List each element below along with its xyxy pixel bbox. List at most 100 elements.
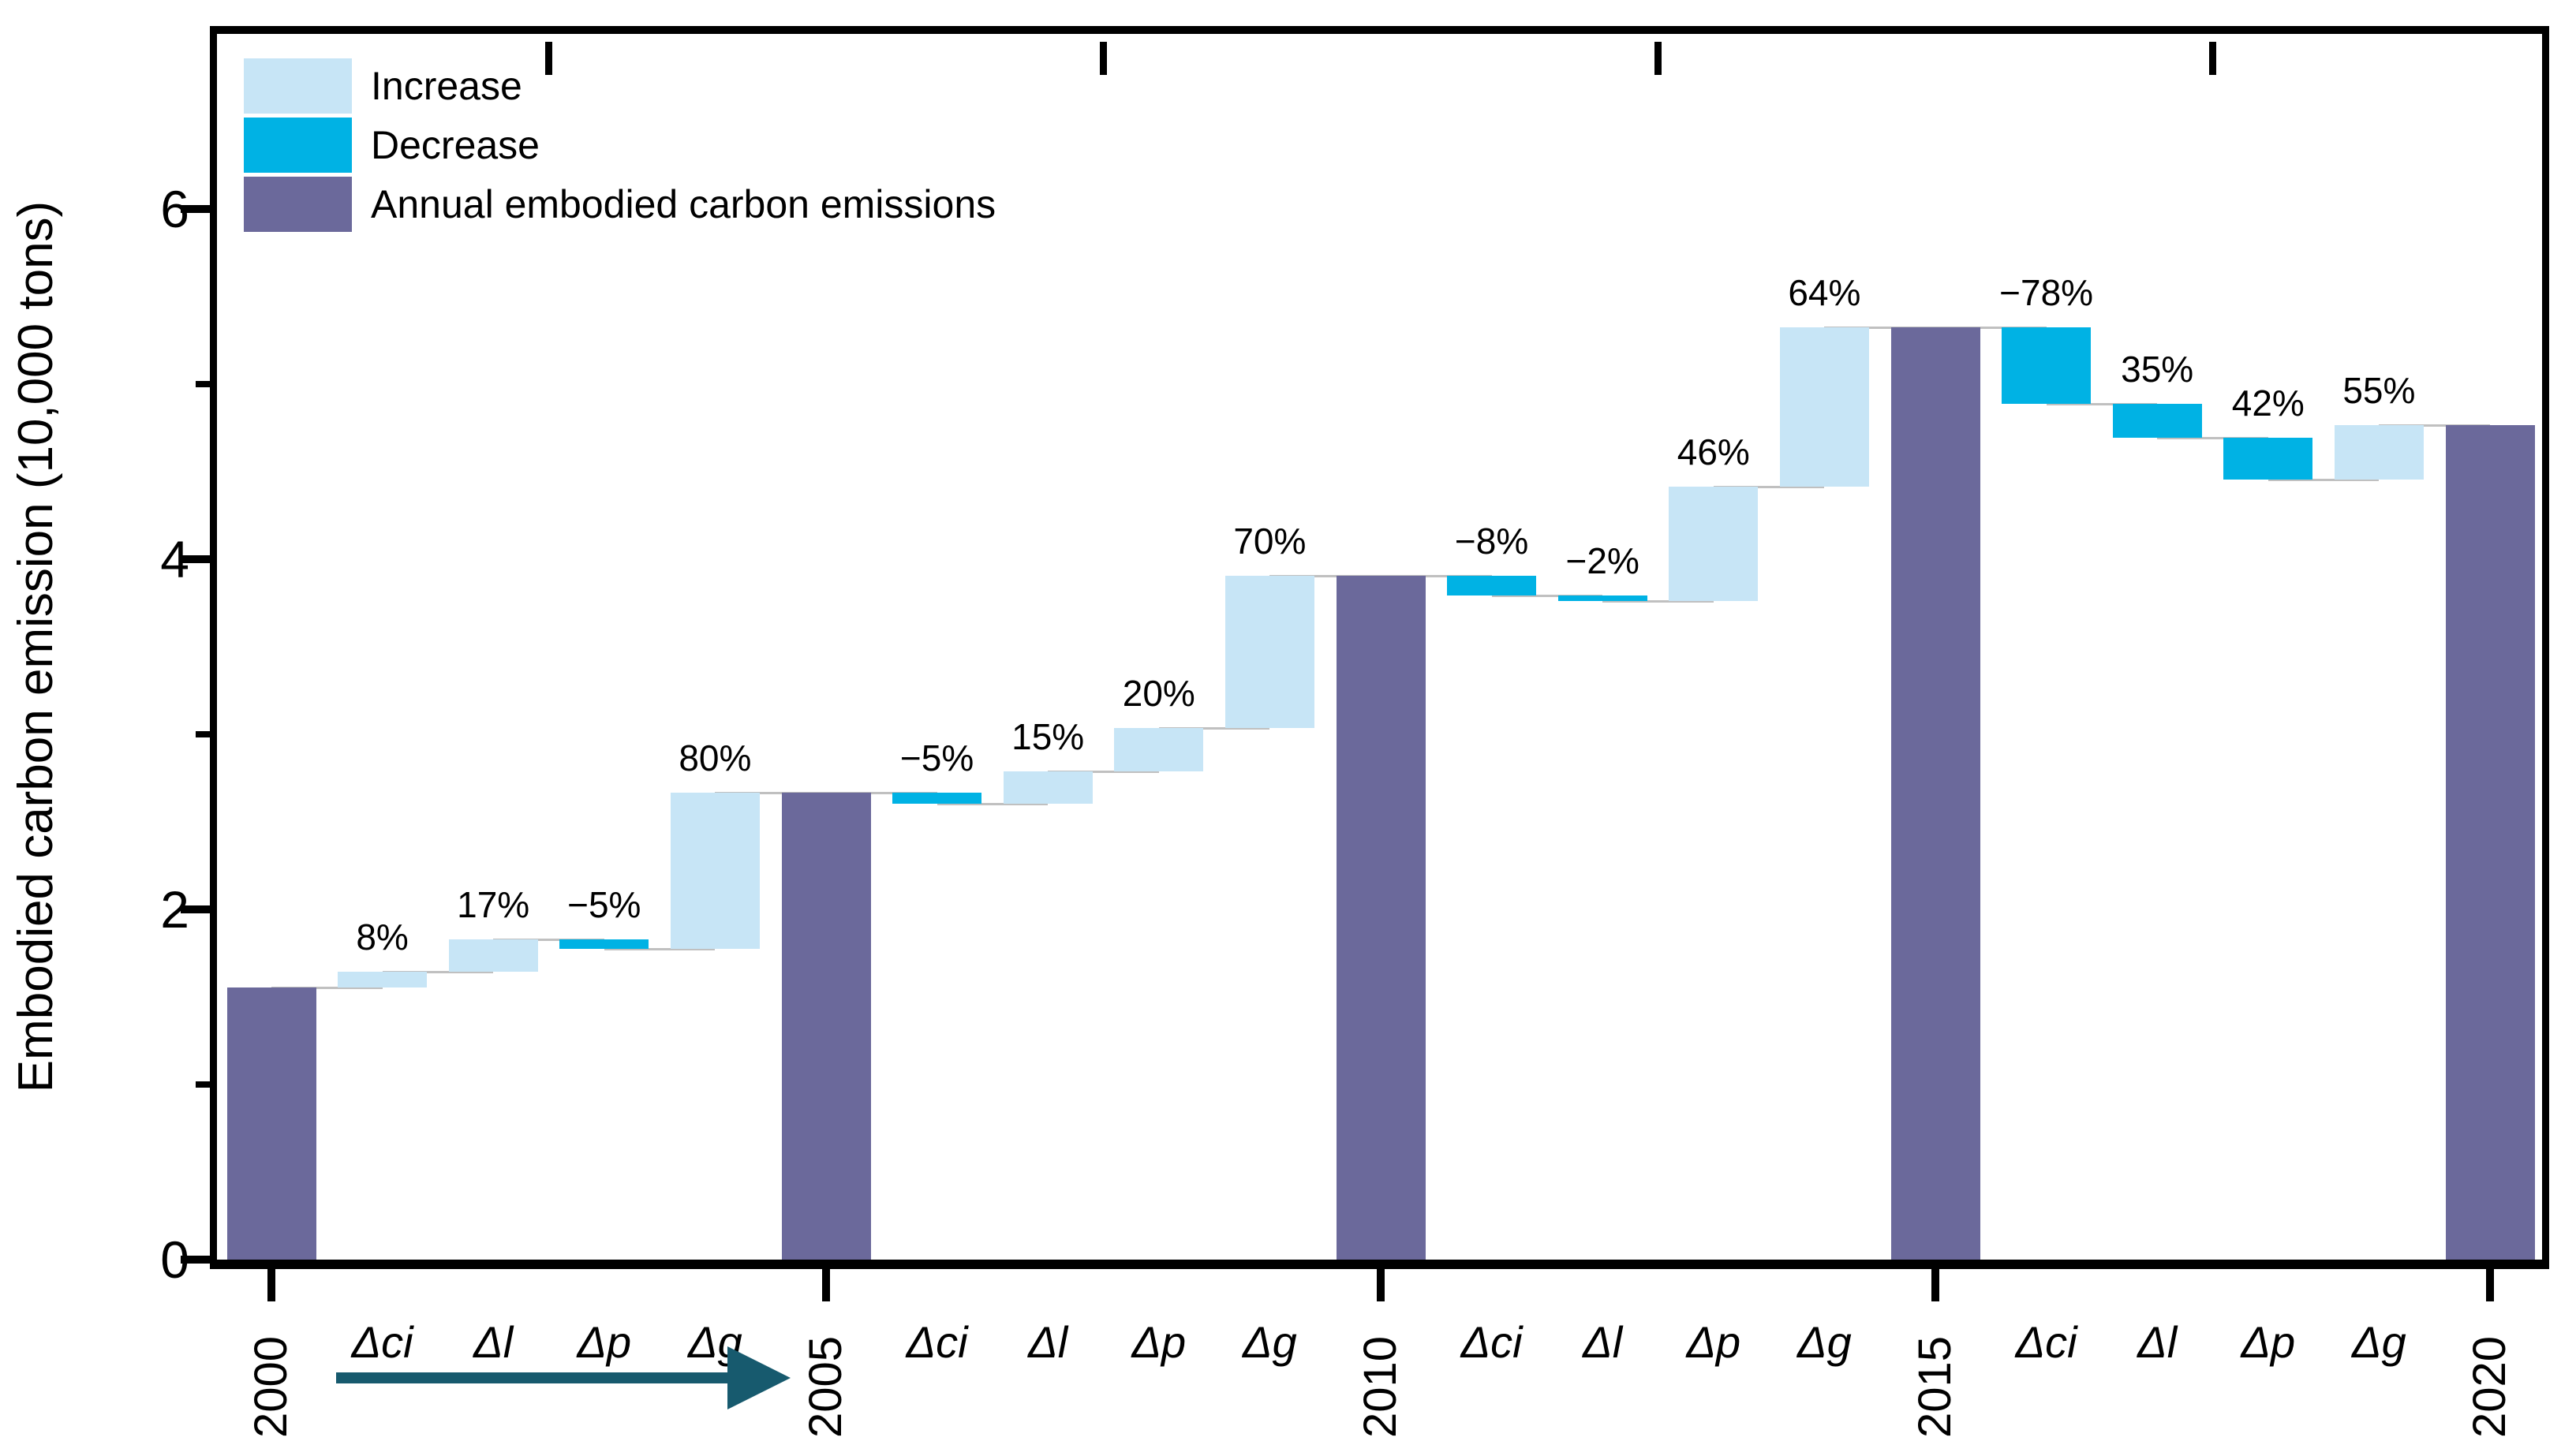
x-label-year: 2015	[1910, 1308, 1961, 1456]
percent-label: −5%	[567, 883, 641, 925]
bar-Δl-2	[448, 939, 538, 973]
year-text: 2000	[245, 1335, 297, 1438]
connector-line	[1381, 575, 1492, 578]
bar-Δp-3	[559, 939, 649, 949]
percent-label: −8%	[1454, 521, 1529, 562]
y-axis-minor-tick	[196, 731, 217, 737]
y-axis-tick-label: 2	[160, 880, 189, 939]
x-label-delta: Δg	[1797, 1317, 1852, 1367]
x-label-delta: Δci	[1460, 1317, 1523, 1367]
bar-Δci-6	[892, 793, 982, 805]
year-text: 2005	[800, 1335, 852, 1438]
connector-line	[493, 938, 604, 941]
connector-line	[2379, 424, 2490, 427]
bar-Δp-13	[1669, 486, 1759, 601]
percent-label: −5%	[899, 737, 974, 779]
percent-label: 15%	[1011, 715, 1085, 757]
x-label-year: 2020	[2464, 1308, 2516, 1456]
x-axis-tick	[822, 1267, 830, 1301]
year-text: 2015	[1909, 1335, 1961, 1438]
connector-line	[1713, 485, 1825, 488]
y-axis-tick-label: 4	[160, 530, 189, 588]
bar-year-2015	[1890, 327, 1980, 1260]
bar-Δg-14	[1779, 327, 1869, 487]
period-arrow-shaft	[336, 1372, 727, 1383]
x-label-year: 2005	[800, 1308, 852, 1456]
legend-swatch-annual	[244, 177, 352, 232]
percent-label: −2%	[1565, 540, 1639, 582]
legend-swatch-decrease	[244, 118, 352, 173]
x-label-year: 2010	[1355, 1308, 1407, 1456]
x-label-delta: Δp	[2241, 1317, 2296, 1367]
connector-line	[271, 987, 383, 990]
y-axis-tick-label: 0	[160, 1230, 189, 1289]
percent-label: 8%	[356, 917, 409, 958]
connector-line	[1048, 770, 1159, 773]
legend-label: Decrease	[371, 123, 540, 167]
connector-line	[1269, 575, 1381, 578]
x-axis-tick	[2486, 1267, 2494, 1301]
bar-year-2005	[781, 793, 871, 1260]
legend-label: Annual embodied carbon emissions	[371, 182, 996, 226]
legend-row: Annual embodied carbon emissions	[244, 177, 996, 232]
bar-Δci-1	[338, 972, 428, 988]
bar-year-2020	[2445, 425, 2535, 1260]
connector-line	[1158, 726, 1270, 730]
percent-label: 35%	[2121, 348, 2194, 390]
top-axis-tick	[545, 42, 552, 75]
y-axis-tick-label: 6	[160, 180, 189, 238]
bar-Δp-18	[2223, 438, 2313, 480]
percent-label: 64%	[1788, 271, 1861, 313]
x-label-delta: Δp	[1686, 1317, 1741, 1367]
bar-Δl-12	[1557, 595, 1647, 601]
percent-label: 70%	[1233, 521, 1307, 562]
percent-label: 46%	[1677, 431, 1750, 472]
y-axis-major-tick	[181, 1256, 217, 1264]
bar-Δg-9	[1224, 576, 1314, 728]
connector-line	[826, 792, 937, 795]
connector-line	[1602, 599, 1714, 603]
connector-line	[937, 803, 1049, 806]
legend: Increase Decrease Annual embodied carbon e…	[244, 58, 996, 236]
connector-line	[1935, 326, 2047, 329]
y-axis-major-tick	[181, 905, 217, 913]
y-axis-major-tick	[181, 205, 217, 213]
top-axis-tick	[1100, 42, 1107, 75]
bar-Δci-11	[1447, 576, 1537, 596]
legend-row: Increase	[244, 58, 996, 114]
y-axis-minor-tick	[196, 381, 217, 387]
x-label-delta: Δci	[351, 1317, 413, 1367]
x-label-delta: Δci	[906, 1317, 968, 1367]
connector-line	[2157, 437, 2268, 440]
percent-label: 17%	[457, 883, 530, 925]
y-axis-title: Embodied carbon emission (10,000 tons)	[9, 200, 63, 1093]
x-label-delta: Δp	[577, 1317, 632, 1367]
percent-label: 20%	[1122, 672, 1195, 714]
x-label-delta: Δl	[2137, 1317, 2178, 1367]
x-label-delta: Δg	[2352, 1317, 2406, 1367]
percent-label: 55%	[2342, 370, 2416, 412]
period-arrow-head-icon	[727, 1346, 791, 1409]
x-label-delta: Δl	[1583, 1317, 1623, 1367]
legend-label: Increase	[371, 64, 522, 108]
top-axis-tick	[1654, 42, 1662, 75]
year-text: 2010	[1355, 1335, 1407, 1438]
year-text: 2020	[2464, 1335, 2516, 1438]
connector-line	[715, 792, 826, 795]
bar-Δci-16	[2002, 327, 2092, 404]
x-label-delta: Δp	[1131, 1317, 1187, 1367]
legend-swatch-increase	[244, 58, 352, 114]
x-label-year: 2000	[246, 1308, 297, 1456]
percent-label: 42%	[2231, 383, 2305, 424]
connector-line	[604, 947, 716, 950]
x-label-delta: Δg	[1243, 1317, 1297, 1367]
x-axis-tick	[1931, 1267, 1939, 1301]
y-axis-major-tick	[181, 555, 217, 563]
x-label-delta: Δl	[473, 1317, 514, 1367]
top-axis-tick	[2209, 42, 2216, 75]
x-axis-tick	[1377, 1267, 1385, 1301]
connector-line	[2046, 402, 2158, 405]
bar-year-2000	[226, 987, 316, 1260]
x-label-delta: Δl	[1028, 1317, 1068, 1367]
